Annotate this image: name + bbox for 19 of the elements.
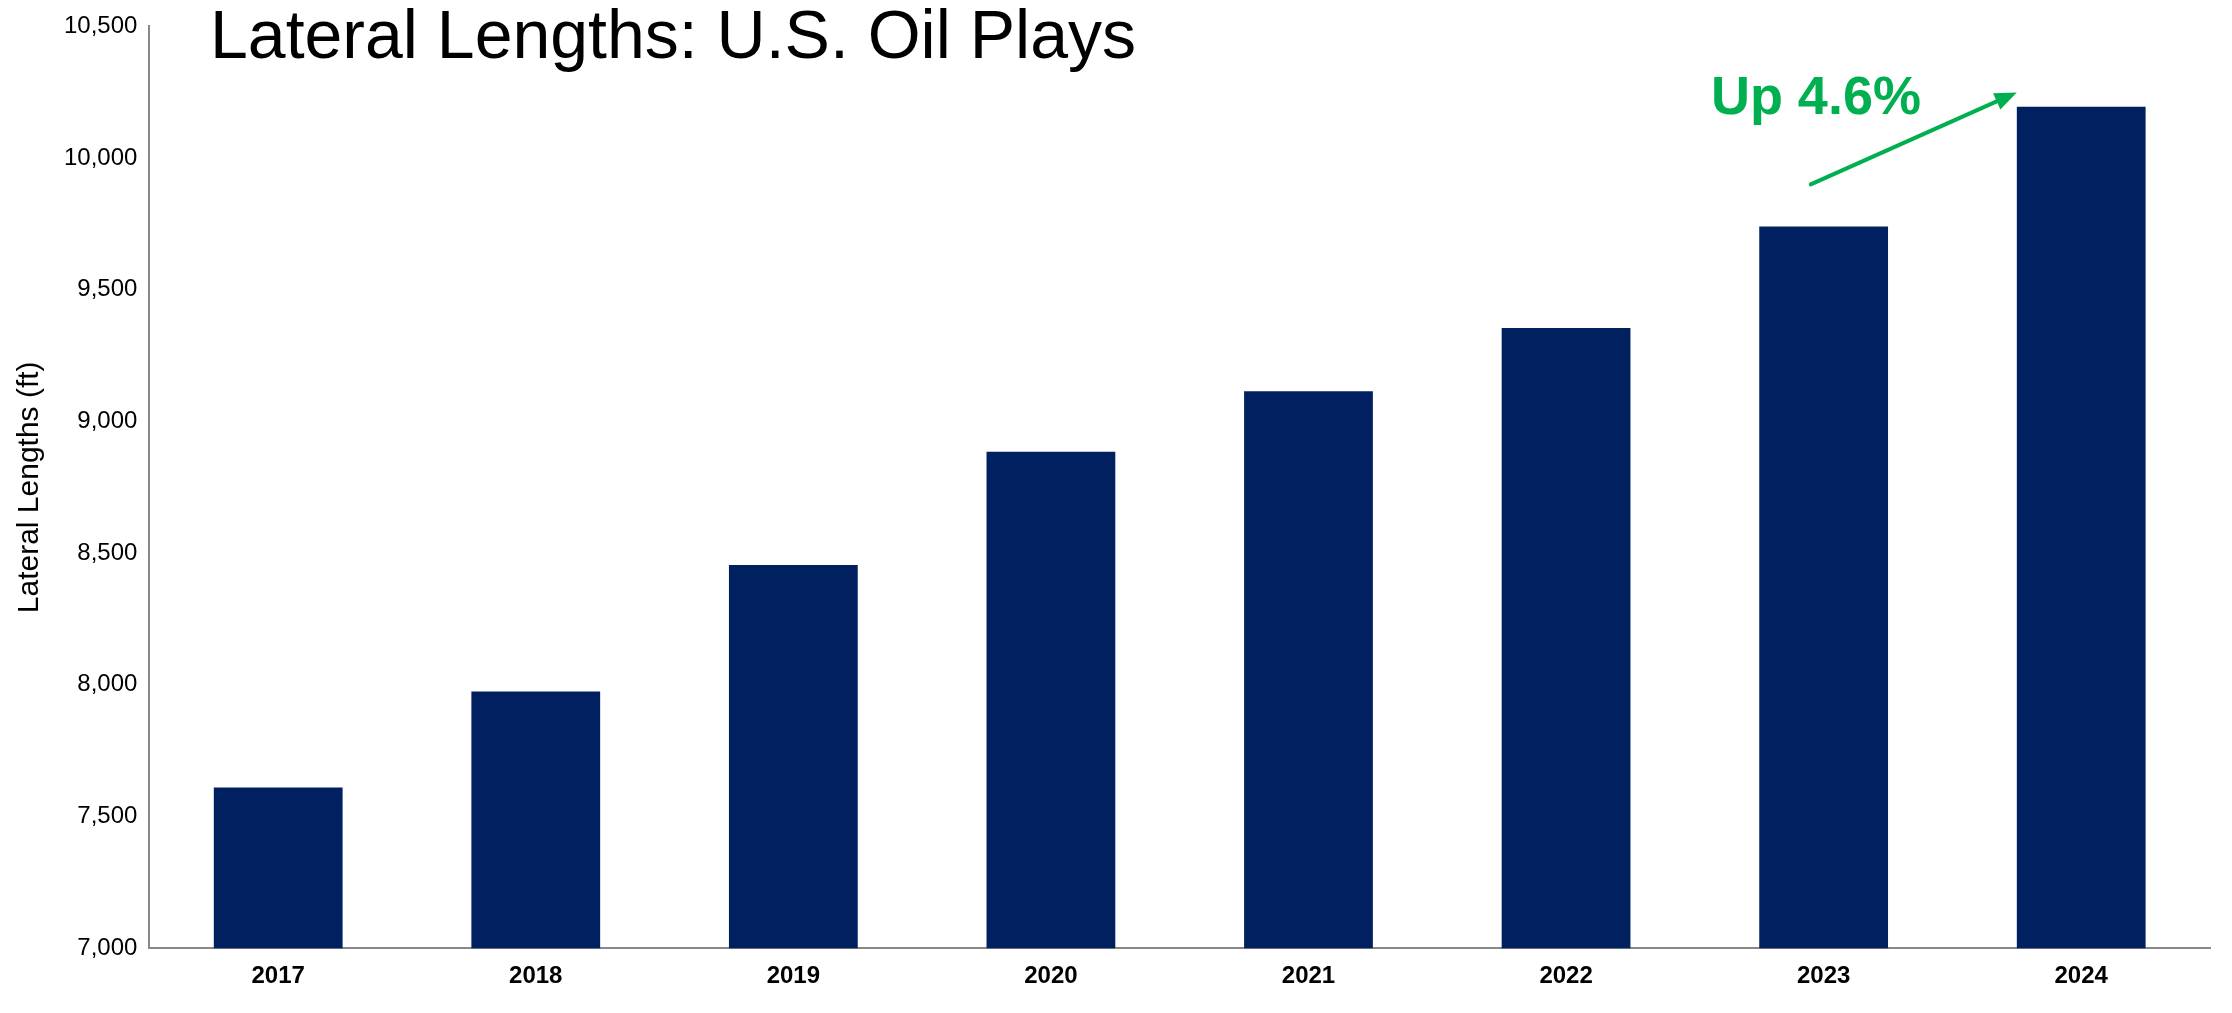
y-tick-label: 7,500 (77, 801, 138, 829)
y-tick-label: 8,000 (77, 669, 138, 697)
x-tick-label: 2023 (1796, 961, 1851, 989)
y-tick-label: 9,000 (77, 406, 138, 434)
chart-title: Lateral Lengths: U.S. Oil Plays (210, 0, 1137, 72)
annotation: Up 4.6% (1710, 65, 1921, 126)
y-tick-label: 7,000 (77, 932, 138, 960)
x-tick-label: 2020 (1024, 961, 1078, 989)
x-tick-label: 2017 (251, 961, 305, 989)
y-tick-label: 10,000 (64, 142, 138, 170)
x-tick-label: 2019 (766, 961, 821, 989)
y-tick-label: 9,500 (77, 274, 138, 302)
y-axis-title: Lateral Lengths (ft) (11, 361, 45, 614)
x-tick-label: 2022 (1539, 961, 1593, 989)
y-tick-label: 8,500 (77, 537, 138, 565)
x-tick-label: 2024 (2054, 961, 2109, 989)
x-tick-label: 2021 (1281, 961, 1336, 989)
y-tick-label: 10,500 (64, 11, 138, 39)
x-tick-label: 2018 (509, 961, 563, 989)
